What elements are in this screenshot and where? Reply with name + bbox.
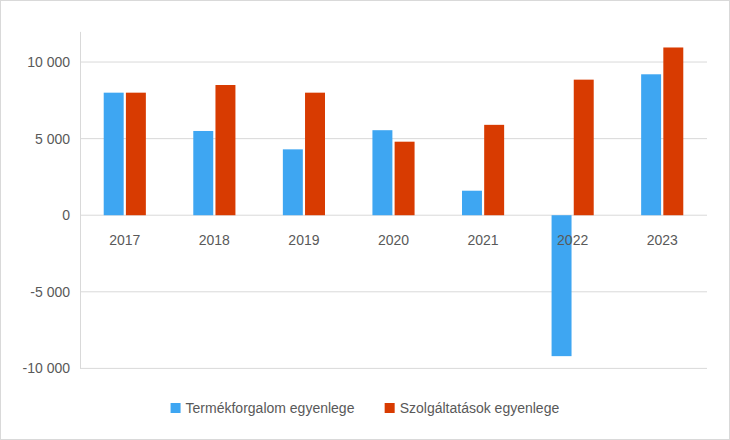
- legend-swatch: [385, 403, 395, 413]
- bar: [395, 142, 415, 216]
- bar: [126, 93, 146, 216]
- bar-series: [126, 47, 683, 215]
- y-tick: 0: [62, 207, 80, 223]
- y-tick-label: 5 000: [35, 131, 70, 147]
- x-tick-label: 2022: [557, 232, 588, 248]
- grid-line: [80, 215, 707, 216]
- y-axis: -10 000 -5 000 0 5 000 10 000: [23, 32, 81, 376]
- y-tick: 5 000: [35, 131, 80, 147]
- bar: [484, 125, 504, 215]
- chart-frame: [1, 1, 730, 440]
- bar: [574, 80, 594, 216]
- y-tick-label: -10 000: [23, 360, 71, 376]
- x-tick-label: 2023: [647, 232, 678, 248]
- x-tick-label: 2020: [378, 232, 409, 248]
- y-tick: -10 000: [23, 360, 80, 376]
- bar: [663, 47, 683, 215]
- bar: [193, 131, 213, 215]
- x-tick-label: 2019: [288, 232, 319, 248]
- bar: [104, 93, 124, 216]
- legend: Termékforgalom egyenlege Szolgáltatások e…: [171, 400, 560, 416]
- grid: [80, 62, 707, 368]
- bar: [372, 130, 392, 215]
- y-tick-label: 10 000: [27, 54, 70, 70]
- y-axis-line: [80, 32, 81, 369]
- legend-label: Szolgáltatások egyenlege: [400, 400, 560, 416]
- legend-label: Termékforgalom egyenlege: [186, 400, 355, 416]
- legend-item: Szolgáltatások egyenlege: [385, 400, 560, 416]
- y-tick-label: 0: [62, 207, 70, 223]
- grid-line: [80, 138, 707, 139]
- y-tick-label: -5 000: [30, 284, 70, 300]
- bars: [104, 47, 684, 356]
- x-tick-label: 2021: [467, 232, 498, 248]
- bar: [215, 85, 235, 215]
- chart: -10 000 -5 000 0 5 000 10 000 2017 2018 2019 202…: [0, 0, 730, 440]
- bar: [305, 93, 325, 216]
- bar-series: [104, 74, 661, 356]
- grid-line: [80, 368, 707, 369]
- y-tick: -5 000: [30, 284, 80, 300]
- x-tick-label: 2018: [199, 232, 230, 248]
- bar: [283, 149, 303, 215]
- grid-line: [80, 291, 707, 292]
- bar: [641, 74, 661, 215]
- x-labels: 2017 2018 2019 2020 2021 2022 2023: [109, 232, 678, 248]
- legend-swatch: [171, 403, 181, 413]
- grid-line: [80, 62, 707, 63]
- legend-item: Termékforgalom egyenlege: [171, 400, 355, 416]
- bar: [462, 191, 482, 216]
- x-tick-label: 2017: [109, 232, 140, 248]
- y-tick: 10 000: [27, 54, 80, 70]
